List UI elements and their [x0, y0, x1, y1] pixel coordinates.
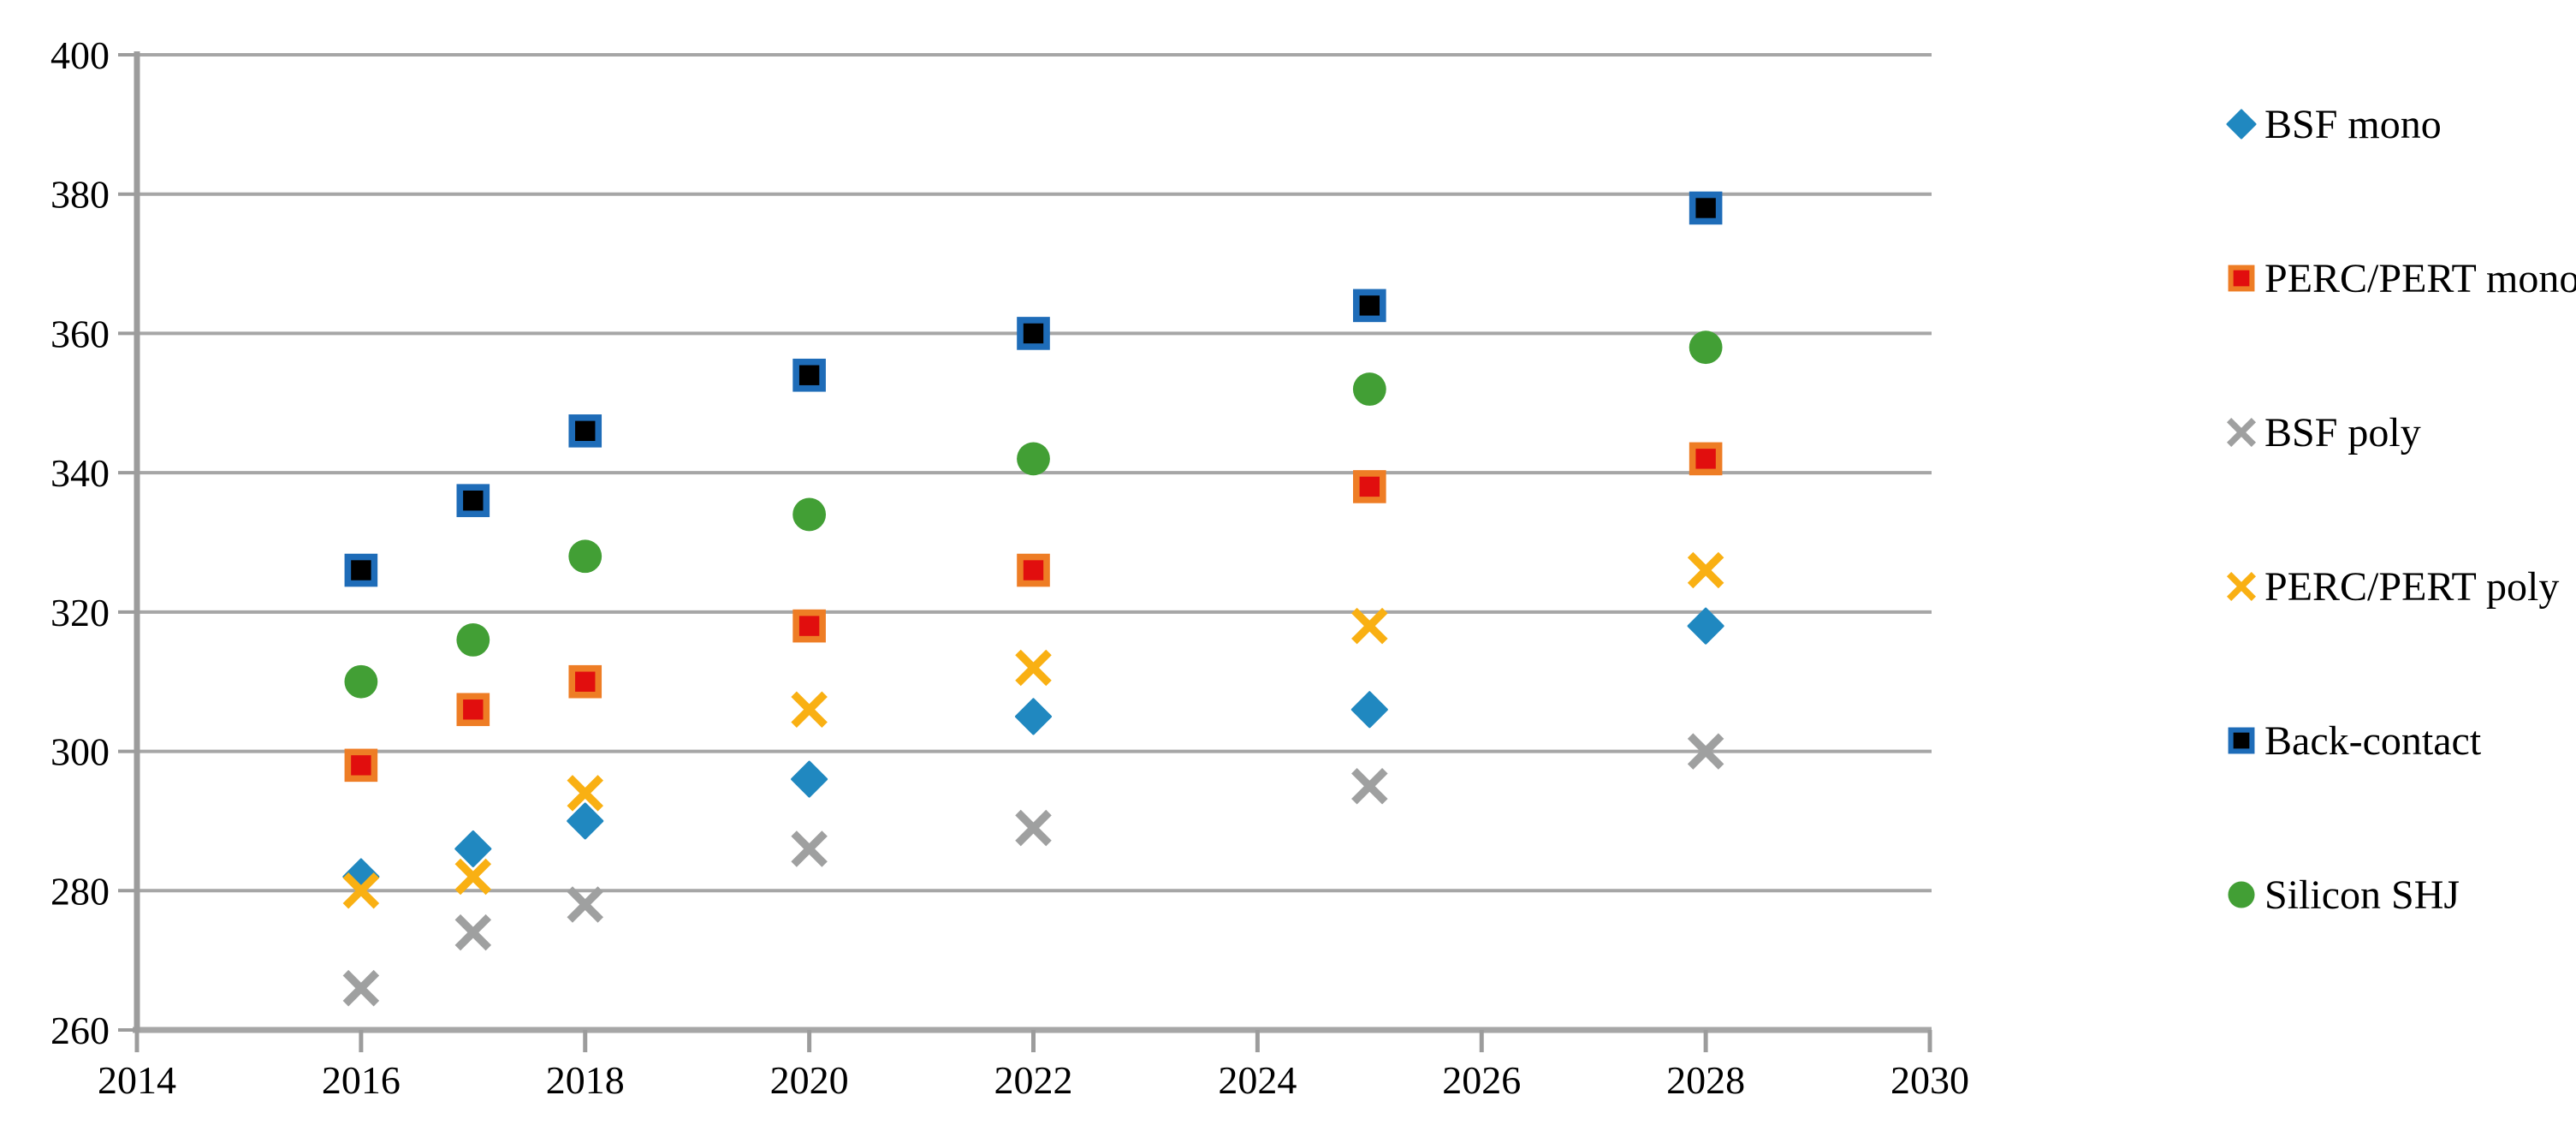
data-point-bsf-mono-2025 [1350, 691, 1388, 729]
legend-item-perc-pert-poly: PERC/PERT poly [2222, 509, 2576, 664]
x-tick-label-2022: 2022 [994, 1058, 1073, 1102]
series-silicon-shj [344, 330, 1723, 699]
bsf-poly-x-icon [2226, 417, 2257, 448]
data-point-bsf-poly-2028 [1687, 733, 1724, 770]
data-point-perc-pert-mono-2028 [1689, 442, 1723, 476]
data-point-perc-pert-poly-2025 [1351, 607, 1388, 645]
legend-label: BSF mono [2264, 101, 2442, 147]
y-tick-label-360: 360 [50, 312, 110, 355]
perc-pert-mono-square-icon [2228, 265, 2255, 292]
data-point-bsf-poly-2020 [791, 830, 828, 867]
data-point-perc-pert-mono-2017 [456, 693, 490, 727]
back-contact-square-icon [2228, 727, 2255, 754]
legend-item-bsf-mono: BSF mono [2222, 47, 2576, 201]
y-tick-label-280: 280 [50, 869, 110, 913]
data-point-back-contact-2016 [344, 553, 378, 587]
legend-item-bsf-poly: BSF poly [2222, 355, 2576, 509]
legend-label: BSF poly [2264, 409, 2421, 455]
data-point-bsf-mono-2022 [1015, 698, 1052, 735]
x-tick-label-2028: 2028 [1666, 1058, 1745, 1102]
data-point-perc-pert-poly-2028 [1687, 551, 1724, 589]
x-tick-label-2014: 2014 [98, 1058, 176, 1102]
y-tick-label-380: 380 [50, 173, 110, 217]
x-tick-label-2030: 2030 [1890, 1058, 1969, 1102]
legend-label: Silicon SHJ [2264, 872, 2460, 918]
bsf-mono-diamond-icon [2226, 109, 2257, 140]
data-point-back-contact-2017 [456, 484, 490, 517]
data-point-back-contact-2022 [1017, 317, 1050, 350]
legend-label: PERC/PERT mono [2264, 255, 2576, 301]
data-point-bsf-poly-2025 [1351, 767, 1388, 805]
data-point-silicon-shj-2020 [792, 497, 827, 532]
data-point-back-contact-2025 [1353, 289, 1386, 323]
legend-label: PERC/PERT poly [2264, 563, 2560, 610]
data-point-bsf-mono-2017 [454, 830, 492, 867]
data-point-perc-pert-poly-2016 [342, 872, 380, 909]
legend-item-silicon-shj: Silicon SHJ [2222, 818, 2576, 972]
data-point-silicon-shj-2016 [344, 664, 378, 699]
data-point-perc-pert-poly-2018 [567, 775, 604, 812]
data-point-perc-pert-mono-2022 [1017, 553, 1050, 587]
y-tick-label-340: 340 [50, 451, 110, 495]
data-point-bsf-poly-2016 [342, 969, 380, 1007]
data-point-bsf-poly-2018 [567, 886, 604, 923]
data-point-silicon-shj-2028 [1689, 330, 1723, 365]
legend: BSF mono PERC/PERT mono BSF poly PERC/PE… [2222, 47, 2576, 972]
x-tick-label-2018: 2018 [546, 1058, 625, 1102]
data-point-perc-pert-mono-2025 [1353, 470, 1386, 503]
data-point-perc-pert-mono-2018 [568, 664, 602, 699]
data-point-silicon-shj-2022 [1017, 442, 1050, 476]
data-point-back-contact-2020 [792, 358, 826, 392]
data-point-perc-pert-mono-2020 [792, 609, 826, 643]
data-point-perc-pert-poly-2022 [1015, 649, 1052, 687]
perc-pert-poly-x-icon [2226, 571, 2257, 602]
silicon-shj-circle-icon [2228, 881, 2255, 908]
data-point-silicon-shj-2018 [568, 539, 602, 574]
x-tick-label-2020: 2020 [770, 1058, 849, 1102]
y-tick-label-300: 300 [50, 730, 110, 774]
y-tick-label-260: 260 [50, 1009, 110, 1052]
series-perc-pert-mono [344, 442, 1723, 783]
data-point-silicon-shj-2025 [1352, 372, 1386, 406]
data-point-perc-pert-mono-2016 [344, 748, 378, 783]
data-point-bsf-poly-2022 [1015, 809, 1052, 847]
series-bsf-poly [342, 733, 1724, 1007]
x-tick-label-2026: 2026 [1442, 1058, 1521, 1102]
x-tick-label-2024: 2024 [1218, 1058, 1297, 1102]
data-point-bsf-mono-2028 [1687, 607, 1724, 645]
data-point-silicon-shj-2017 [456, 623, 490, 657]
data-point-bsf-mono-2018 [567, 802, 604, 840]
data-point-back-contact-2018 [568, 414, 602, 448]
legend-item-back-contact: Back-contact [2222, 664, 2576, 818]
legend-item-perc-pert-mono: PERC/PERT mono [2222, 201, 2576, 355]
x-tick-label-2016: 2016 [322, 1058, 401, 1102]
y-tick-label-320: 320 [50, 591, 110, 634]
series-back-contact [344, 191, 1723, 587]
data-point-perc-pert-poly-2017 [454, 858, 492, 896]
y-tick-label-400: 400 [50, 33, 110, 77]
data-point-bsf-poly-2017 [454, 914, 492, 951]
data-point-perc-pert-poly-2020 [791, 691, 828, 729]
data-point-bsf-mono-2020 [791, 760, 828, 798]
data-point-back-contact-2028 [1689, 191, 1723, 225]
legend-label: Back-contact [2264, 717, 2482, 764]
series-perc-pert-poly [342, 551, 1724, 909]
